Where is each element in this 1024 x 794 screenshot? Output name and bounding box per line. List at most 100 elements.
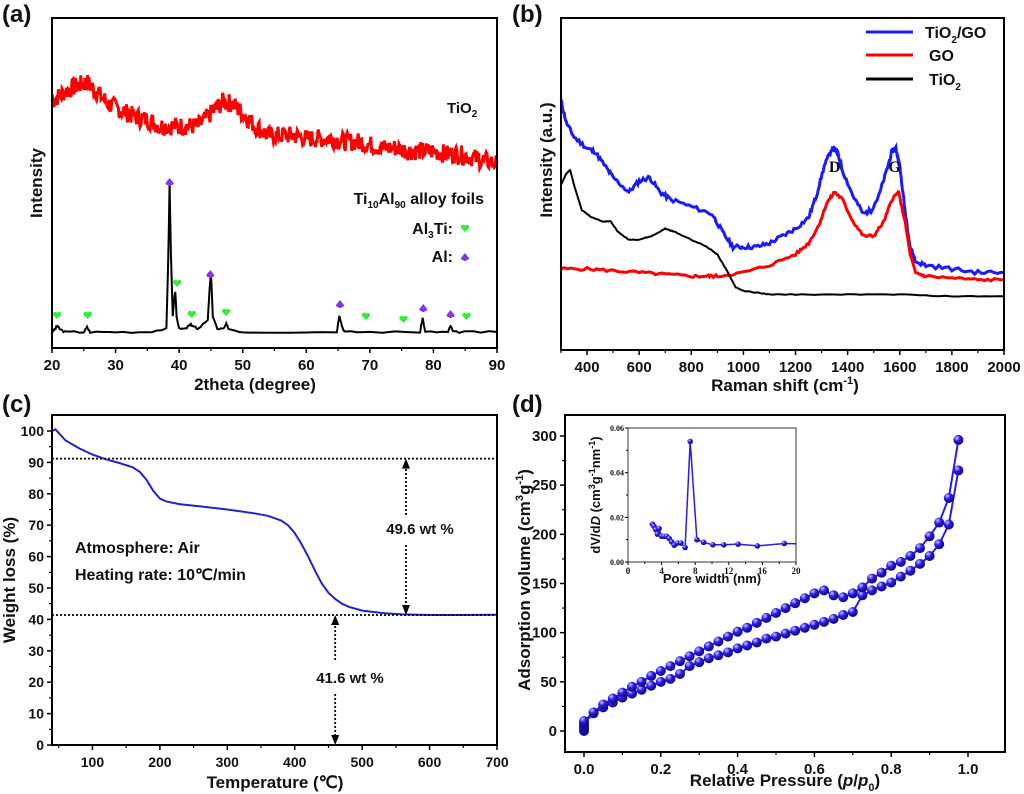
inset-x-tick-label: 4	[659, 566, 664, 576]
y-tick-label: 60	[28, 549, 44, 565]
y-label-sup2: -1	[514, 475, 526, 485]
desorption-point	[953, 434, 964, 445]
inset-x-tick-label: 16	[758, 566, 768, 576]
y-tick-label: 80	[28, 486, 44, 502]
y-tick-label: 90	[28, 454, 44, 470]
adsorption-point	[905, 565, 916, 576]
inset-y-open: (cm	[588, 489, 603, 516]
series-tio2	[560, 168, 1004, 298]
desorption-point	[799, 593, 810, 604]
al-spade-marker	[335, 300, 344, 308]
al3ti-heart-marker	[460, 224, 470, 232]
series-desorption	[583, 439, 960, 722]
desorption-point	[617, 687, 628, 698]
legend-title-tail: alloy foils	[406, 191, 484, 208]
adsorption-point	[694, 657, 705, 668]
desorption-point	[895, 556, 906, 567]
x-axis-label-main: Raman shift (cm	[711, 376, 843, 395]
legend-al-label: Al:	[432, 249, 453, 266]
adsorption-point	[867, 585, 877, 596]
al3ti-heart-marker	[399, 315, 408, 323]
inset-y-tick-label: 0.00	[610, 558, 624, 567]
desorption-point	[579, 716, 589, 727]
adsorption-point	[838, 609, 849, 620]
x-tick-label: 0.8	[881, 761, 902, 778]
desorption-point	[838, 592, 849, 603]
al3ti-heart-marker	[83, 311, 92, 319]
desorption-point	[588, 707, 599, 718]
plot-frame	[51, 17, 498, 349]
desorption-point	[598, 699, 609, 710]
desorption-point	[924, 531, 935, 542]
adsorption-point	[847, 607, 858, 618]
legend-label-sub: 2	[955, 82, 961, 93]
arrow-head-up	[401, 458, 410, 469]
inset-point	[735, 541, 741, 547]
y-tick-label: 0	[36, 737, 44, 753]
x-tick-label: 500	[350, 754, 374, 770]
x-tick-label: 0.6	[804, 761, 825, 778]
adsorption-point	[886, 577, 897, 588]
inset-point	[687, 438, 693, 445]
inset-point	[720, 542, 727, 548]
adsorption-point	[771, 631, 781, 642]
x-tick-label: 60	[298, 357, 315, 374]
desorption-point	[819, 585, 829, 596]
adsorption-point	[703, 653, 714, 664]
x-tick-label: 1400	[831, 359, 864, 376]
legend-al3ti-tail: Ti:	[434, 221, 453, 238]
legend-label-0: TiO2/GO	[925, 25, 986, 46]
inset-point	[682, 544, 688, 551]
series-tga	[51, 428, 498, 616]
x-tick-label: 50	[234, 357, 251, 374]
desorption-point	[780, 603, 791, 614]
y-tick-label: 50	[28, 580, 44, 596]
x-tick-label: 80	[425, 357, 442, 374]
x-tick-label: 1000	[727, 359, 760, 376]
adsorption-point	[627, 688, 637, 699]
desorption-point	[665, 661, 676, 672]
adsorption-point	[761, 633, 772, 644]
legend-label-1: GO	[929, 48, 954, 65]
x-tick-label: 0.0	[574, 761, 595, 778]
y-tick-label: 100	[532, 625, 557, 642]
arrow-head-up	[331, 615, 340, 626]
x-tick-label: 600	[627, 359, 652, 376]
desorption-point	[857, 582, 868, 593]
adsorption-point	[876, 581, 887, 592]
legend-label-main: TiO	[929, 72, 955, 89]
adsorption-point	[828, 613, 839, 624]
al-spade-marker	[446, 310, 455, 318]
adsorption-point	[934, 539, 945, 550]
inset-y-axis-label: dV/dD (cm3g-1nm-1)	[587, 436, 603, 553]
desorption-point	[886, 560, 897, 571]
panel-label-d: (d)	[512, 391, 543, 418]
x-label-tail: )	[875, 771, 881, 790]
x-axis-label: Temperature (℃)	[207, 773, 344, 792]
al3ti-heart-marker	[462, 312, 471, 320]
tio2-label: TiO2	[447, 100, 478, 120]
desorption-point	[742, 622, 753, 633]
y-label-mid: g	[515, 485, 534, 495]
x-axis-label: Raman shift (cm-1)	[711, 375, 859, 395]
adsorption-point	[665, 673, 676, 684]
desorption-point	[732, 626, 743, 637]
x-tick-label: 100	[81, 754, 105, 770]
y-label-main: Adsorption volume (cm	[515, 501, 534, 691]
al-spade-marker	[206, 270, 215, 278]
desorption-point	[915, 543, 925, 554]
adsorption-point	[819, 616, 829, 627]
x-tick-label: 0.4	[727, 761, 749, 778]
desorption-point	[761, 612, 772, 623]
legend-al3ti-main: Al	[412, 221, 428, 238]
inset-y-close: )	[588, 436, 603, 440]
adsorption-point	[953, 465, 964, 476]
x-tick-label: 0.2	[650, 761, 671, 778]
x-axis-label: Relative Pressure (p/p0)	[690, 771, 880, 794]
inset-y-sup2: -1	[587, 468, 597, 476]
al3ti-heart-marker	[221, 308, 231, 316]
inset-x-tick-label: 20	[792, 566, 802, 576]
inset-x-tick-label: 0	[626, 566, 631, 576]
